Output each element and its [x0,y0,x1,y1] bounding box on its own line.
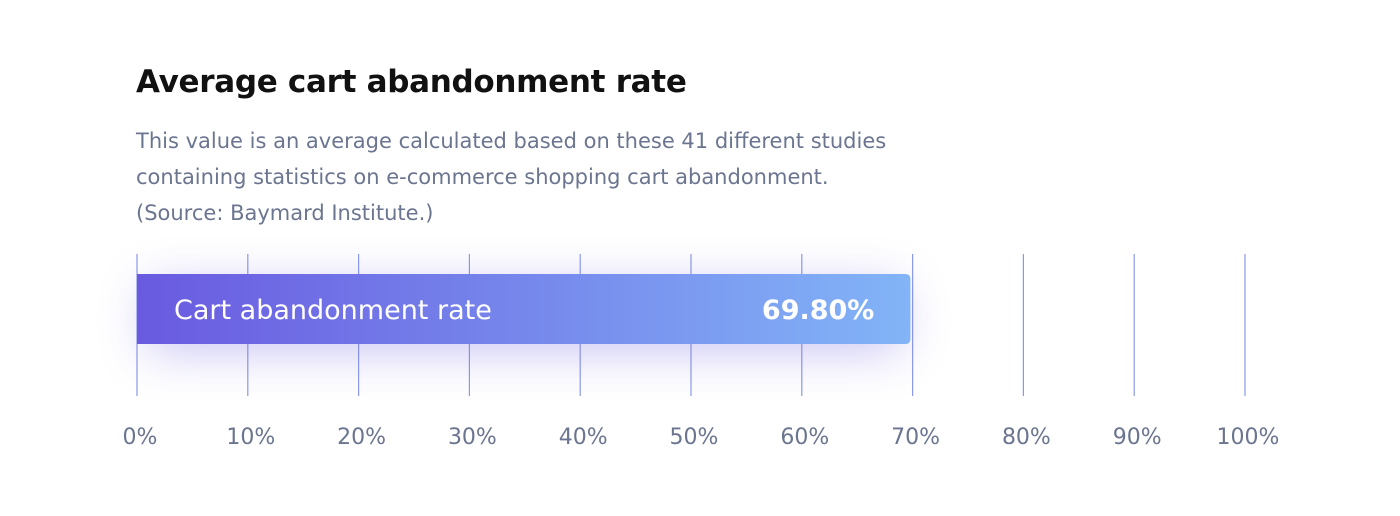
bar-value-label: 69.80% [762,295,874,326]
x-tick-label: 0% [123,425,158,450]
x-tick-label: 10% [226,425,275,450]
bar [137,274,911,344]
x-tick-label: 80% [1002,425,1051,450]
x-tick-label: 60% [780,425,829,450]
chart-title: Average cart abandonment rate [136,64,687,100]
bar-category-label: Cart abandonment rate [174,295,492,326]
chart-description: This value is an average calculated base… [136,123,1036,231]
x-tick-label: 40% [559,425,608,450]
description-line-3: (Source: Baymard Institute.) [136,201,434,225]
x-axis-tick-labels: 0% 10% 20% 30% 40% 50% 60% 70% 80% 90% 100% [123,425,1280,450]
x-tick-label: 100% [1217,425,1280,450]
x-tick-label: 20% [337,425,386,450]
x-tick-label: 50% [670,425,719,450]
description-line-2: containing statistics on e-commerce shop… [136,165,829,189]
x-tick-label: 70% [891,425,940,450]
bars: Cart abandonment rate 69.80% [137,274,911,352]
x-tick-label: 90% [1113,425,1162,450]
x-tick-label: 30% [448,425,497,450]
description-line-1: This value is an average calculated base… [136,129,887,153]
